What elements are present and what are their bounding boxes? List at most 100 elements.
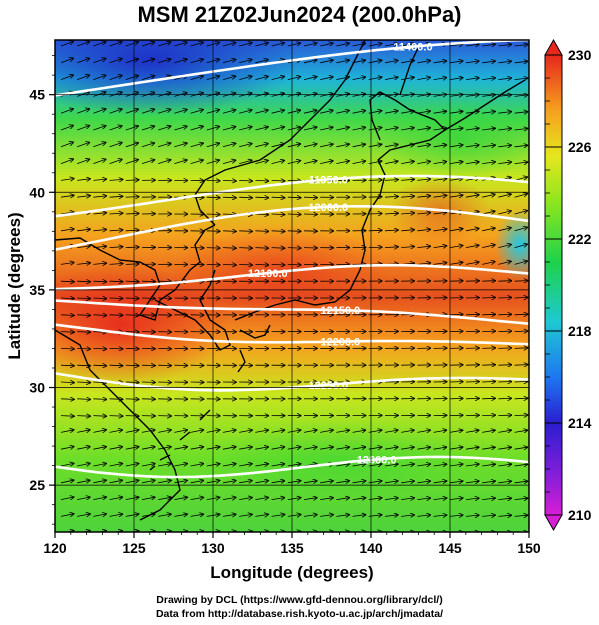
wind-arrow <box>125 332 139 333</box>
wind-arrow <box>433 195 447 197</box>
wind-arrow <box>465 44 479 46</box>
x-tick-label: 130 <box>201 540 225 556</box>
wind-arrow <box>158 480 171 482</box>
wind-arrow <box>158 59 170 64</box>
wind-arrow <box>77 109 89 114</box>
wind-arrow <box>93 365 106 366</box>
wind-arrow <box>433 162 447 164</box>
wind-arrow <box>384 161 398 163</box>
wind-arrow <box>303 498 317 500</box>
wind-arrow <box>125 447 139 450</box>
wind-arrow <box>384 430 398 432</box>
wind-arrow <box>433 246 447 248</box>
wind-arrow <box>93 382 106 383</box>
wind-arrow <box>482 44 495 46</box>
wind-arrow <box>498 430 511 432</box>
wind-arrow <box>271 248 285 249</box>
wind-arrow <box>531 281 544 282</box>
wind-arrow <box>531 194 544 198</box>
wind-arrow <box>287 180 301 181</box>
wind-arrow <box>433 515 447 516</box>
wind-arrow <box>514 162 528 164</box>
wind-arrow <box>449 262 463 264</box>
wind-arrow <box>222 497 236 499</box>
wind-arrow <box>514 227 528 232</box>
wind-arrow <box>77 142 89 148</box>
wind-arrow <box>141 447 155 450</box>
wind-arrow <box>77 246 90 248</box>
wind-arrow <box>77 179 90 181</box>
wind-arrow <box>77 430 90 433</box>
wind-arrow <box>433 179 447 181</box>
wind-arrow <box>60 263 74 265</box>
wind-arrow <box>60 159 73 164</box>
wind-arrow <box>125 365 139 366</box>
wind-arrow <box>93 213 106 214</box>
wind-arrow <box>125 281 139 282</box>
wind-arrow <box>465 162 479 164</box>
wind-arrow <box>125 42 138 47</box>
wind-arrow <box>384 481 398 483</box>
wind-arrow <box>514 129 528 131</box>
wind-arrow <box>433 464 447 466</box>
wind-arrow <box>125 160 138 164</box>
wind-arrow <box>482 112 495 114</box>
wind-arrow <box>271 144 285 148</box>
wind-arrow <box>190 430 204 433</box>
wind-arrow <box>514 45 528 47</box>
wind-arrow <box>498 331 511 332</box>
wind-arrow <box>531 45 544 46</box>
wind-arrow <box>174 59 187 64</box>
wind-arrow <box>498 365 511 366</box>
wind-arrow <box>303 430 317 432</box>
wind-arrow <box>93 59 105 64</box>
wind-arrow <box>449 178 463 180</box>
wind-arrow <box>174 430 187 433</box>
wind-arrow <box>60 332 74 333</box>
wind-arrow <box>287 464 301 466</box>
x-tick-label: 120 <box>43 540 67 556</box>
wind-arrow <box>465 262 479 264</box>
wind-arrow <box>93 263 106 264</box>
wind-arrow <box>498 481 511 483</box>
wind-arrow <box>287 515 301 517</box>
wind-arrow <box>514 244 528 248</box>
wind-arrow <box>449 78 463 80</box>
x-tick-label: 150 <box>517 540 541 556</box>
wind-arrow <box>449 481 463 483</box>
wind-arrow <box>384 111 398 113</box>
wind-arrow <box>482 382 495 383</box>
wind-arrow <box>384 447 398 449</box>
wind-arrow <box>514 481 528 483</box>
wind-arrow <box>287 110 301 114</box>
wind-arrow <box>174 464 187 466</box>
wind-arrow <box>158 160 170 164</box>
wind-arrow <box>417 430 430 432</box>
x-axis-ticks: 120 125 130 135 140 145 150 <box>43 532 541 556</box>
wind-arrow <box>531 381 544 382</box>
wind-arrow <box>449 447 463 449</box>
wind-arrow <box>531 61 544 62</box>
wind-arrow <box>141 430 155 433</box>
wind-arrow <box>255 514 268 516</box>
wind-arrow <box>482 211 495 214</box>
wind-arrow <box>287 214 301 215</box>
wind-arrow <box>125 126 138 131</box>
wind-arrow <box>303 60 317 64</box>
wind-arrow <box>514 331 528 332</box>
wind-arrow <box>60 75 73 80</box>
wind-arrow <box>531 464 544 466</box>
wind-arrow <box>482 464 495 466</box>
wind-arrow <box>514 430 528 432</box>
wind-arrow <box>93 480 106 483</box>
wind-arrow <box>271 110 285 114</box>
wind-arrow <box>320 77 333 80</box>
wind-arrow <box>93 348 106 349</box>
wind-arrow <box>60 58 73 64</box>
wind-arrow <box>287 498 301 500</box>
colorbar-tick-label: 230 <box>568 47 592 63</box>
contour-label: 12000.0 <box>308 202 348 214</box>
wind-arrow <box>109 298 123 299</box>
wind-arrow <box>433 263 447 265</box>
wind-arrow <box>531 129 544 130</box>
